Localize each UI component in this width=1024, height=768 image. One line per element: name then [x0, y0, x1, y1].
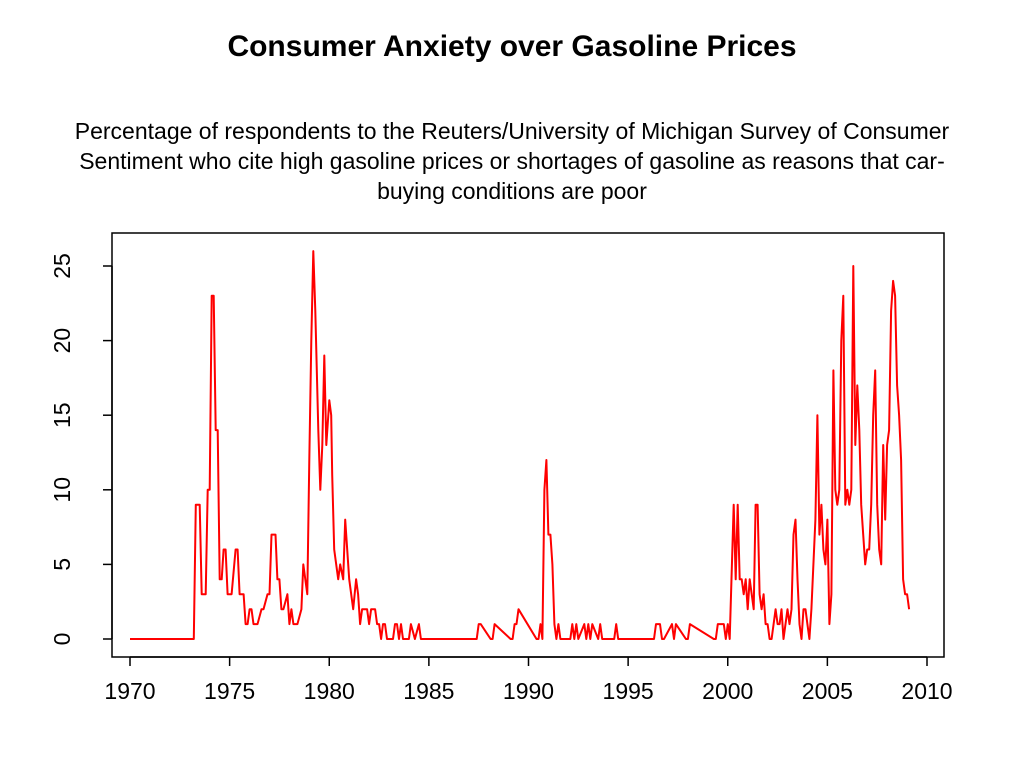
x-tick-label: 1995: [603, 678, 654, 704]
series-line: [130, 250, 911, 640]
chart-title: Consumer Anxiety over Gasoline Prices: [227, 30, 797, 63]
y-tick-label: 0: [49, 633, 75, 646]
y-tick-label: 25: [49, 253, 75, 279]
y-axis: 0 5 10 15 20 25: [49, 253, 113, 646]
x-tick-label: 1975: [204, 678, 255, 704]
x-tick-label: 1985: [403, 678, 454, 704]
x-axis: 1970 1975 1980 1985 1990 1995 2000 2005 2010: [104, 656, 953, 704]
x-tick-label: 1970: [104, 678, 155, 704]
x-tick-label: 1980: [304, 678, 355, 704]
chart-subtitle: Percentage of respondents to the Reuters…: [74, 118, 950, 204]
y-tick-label: 20: [49, 328, 75, 354]
x-tick-label: 2000: [702, 678, 753, 704]
y-tick-label: 15: [49, 402, 75, 428]
y-tick-label: 10: [49, 477, 75, 503]
x-tick-label: 1990: [503, 678, 554, 704]
x-tick-label: 2005: [802, 678, 853, 704]
plot-frame: [111, 232, 945, 658]
y-tick-label: 5: [49, 558, 75, 571]
x-tick-label: 2010: [901, 678, 952, 704]
